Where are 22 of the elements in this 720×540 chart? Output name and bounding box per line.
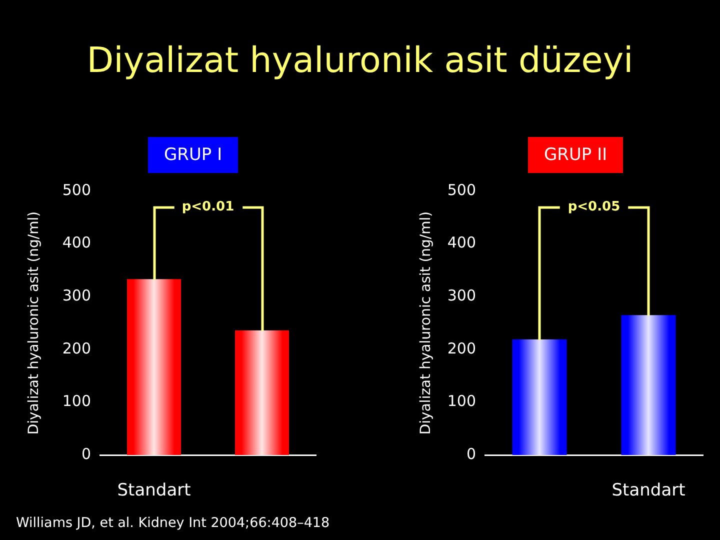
chart-title: GRUP I <box>148 137 238 173</box>
y-tick-label: 400 <box>62 234 91 252</box>
y-tick-label: 0 <box>466 444 476 463</box>
y-axis-title: Diyalizat hyaluronic asit (ng/ml) <box>26 211 42 435</box>
y-tick-label: 100 <box>62 392 91 410</box>
y-axis-title: Diyalizat hyaluronic asit (ng/ml) <box>418 211 434 435</box>
y-tick-label: 200 <box>62 339 91 358</box>
annotation: p<0.01 <box>182 199 234 214</box>
text: Diyalizat hyaluronik asit düzeyi <box>86 40 634 82</box>
y-tick-label: 400 <box>447 234 476 252</box>
y-tick-label: 500 <box>62 180 91 199</box>
text: Williams JD, et al. Kidney Int 2004;66:408–418 <box>16 514 330 532</box>
annotation: p<0.05 <box>568 199 620 214</box>
chart-title: GRUP II <box>528 137 624 173</box>
y-tick-label: 100 <box>447 392 476 410</box>
x-tick-label: Standart <box>117 480 192 501</box>
x-tick-label: Standart <box>612 480 686 501</box>
y-tick-label: 0 <box>81 444 91 463</box>
y-tick-label: 500 <box>447 180 476 199</box>
y-tick-label: 200 <box>447 339 476 358</box>
y-tick-label: 300 <box>62 286 91 304</box>
y-tick-label: 300 <box>447 286 476 304</box>
